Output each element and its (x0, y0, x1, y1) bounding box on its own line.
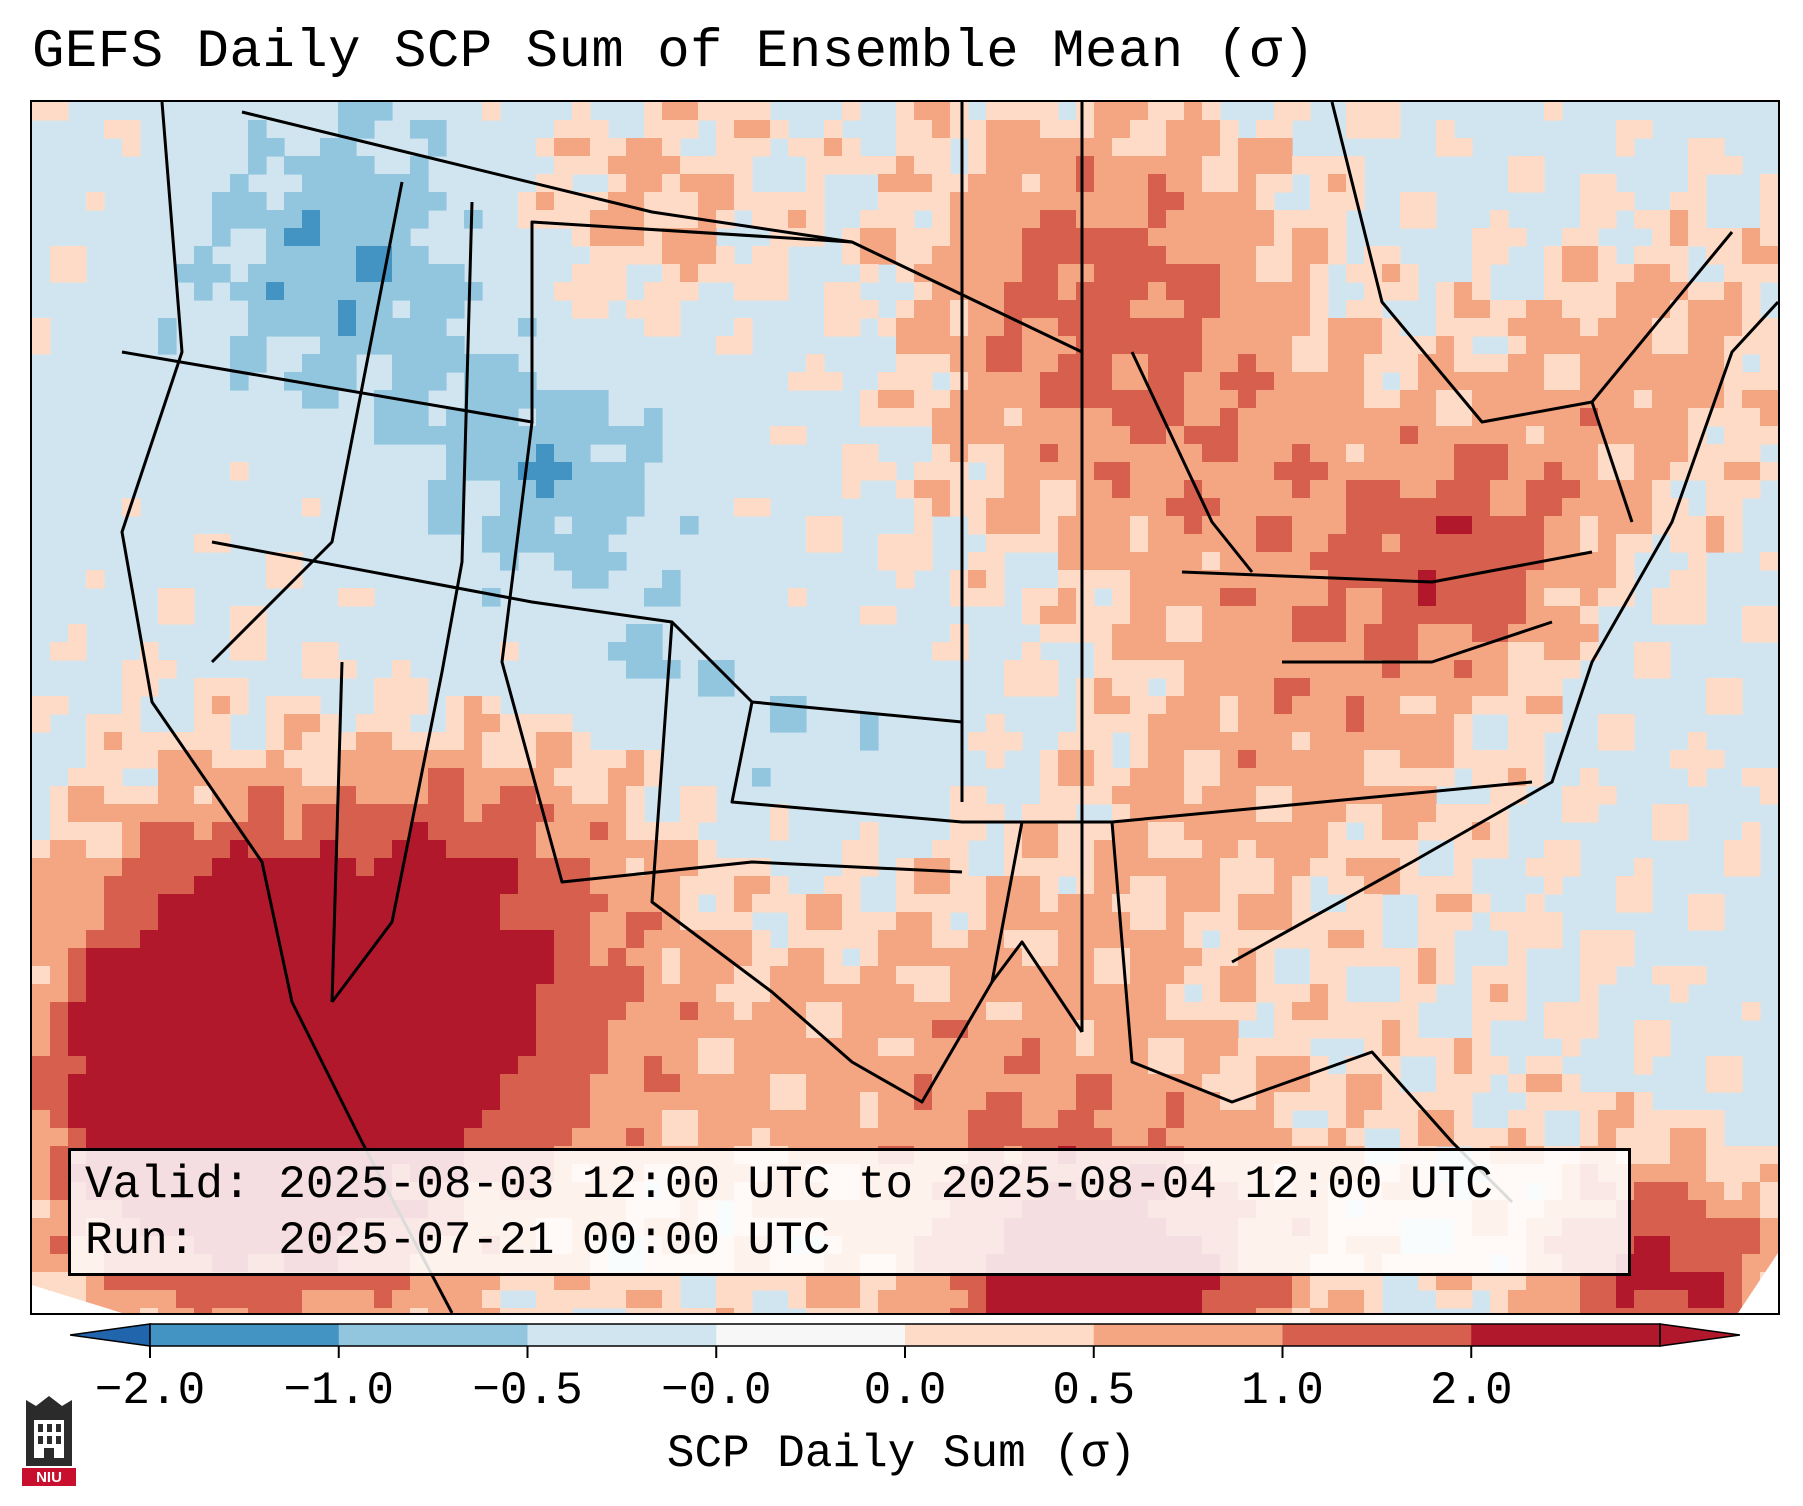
logo-text: NIU (36, 1469, 62, 1486)
colorbar-segment (905, 1324, 1095, 1346)
colorbar-tick-label: 0.0 (863, 1365, 947, 1417)
state-borders (120, 102, 1778, 1313)
niu-logo: NIU (22, 1396, 76, 1486)
colorbar-segment (1093, 1324, 1283, 1346)
run-label: Run: (85, 1215, 196, 1267)
colorbar-segment (338, 1324, 528, 1346)
colorbar-tick-label: −0.0 (661, 1365, 772, 1417)
colorbar-tick-label: −0.5 (472, 1365, 583, 1417)
colorbar-label: SCP Daily Sum (σ) (666, 1428, 1137, 1480)
run-time: 2025-07-21 00:00 UTC (278, 1215, 831, 1267)
colorbar-tick-label: 0.5 (1052, 1365, 1136, 1417)
map-panel (30, 100, 1780, 1315)
colorbar-segment (1471, 1324, 1661, 1346)
valid-run-infobox: Valid: 2025-08-03 12:00 UTC to 2025-08-0… (68, 1148, 1631, 1276)
scp-field-layer (32, 102, 1778, 1313)
colorbar-tick-label: −2.0 (94, 1365, 206, 1417)
chart-title: GEFS Daily SCP Sum of Ensemble Mean (σ) (32, 22, 1316, 83)
university-tower-icon (22, 1396, 76, 1486)
scp-map (32, 102, 1778, 1313)
colorbar-tick-label: 1.0 (1241, 1365, 1324, 1417)
valid-label: Valid: (85, 1159, 251, 1211)
colorbar-tick-label: −1.0 (283, 1365, 394, 1417)
colorbar (70, 1323, 1740, 1358)
map-corner-right (1738, 1253, 1778, 1313)
colorbar-segment (150, 1324, 340, 1346)
valid-time: 2025-08-03 12:00 UTC to 2025-08-04 12:00… (278, 1159, 1493, 1211)
map-corner-left (32, 1285, 122, 1313)
colorbar-tick-label: 2.0 (1429, 1365, 1513, 1417)
colorbar-segment (1282, 1324, 1472, 1346)
colorbar-segment (527, 1324, 717, 1346)
colorbar-under-arrow (70, 1323, 151, 1347)
colorbar-segment (716, 1324, 906, 1346)
colorbar-over-arrow (1659, 1323, 1740, 1347)
